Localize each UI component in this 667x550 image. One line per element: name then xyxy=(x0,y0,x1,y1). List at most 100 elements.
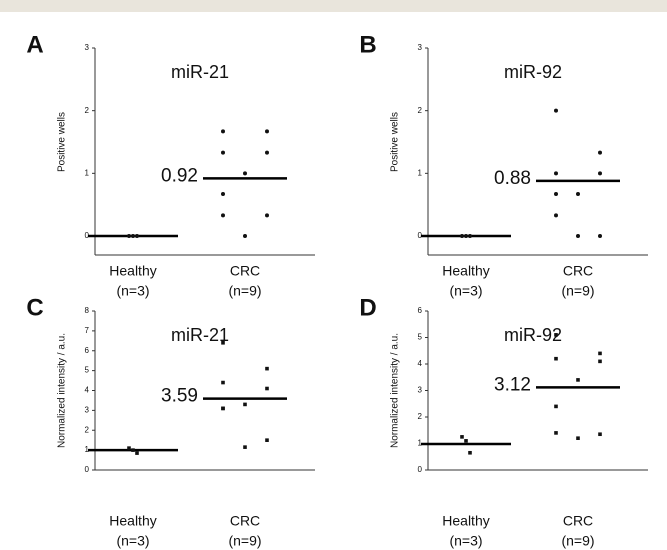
data-point xyxy=(598,234,602,238)
data-point xyxy=(598,171,602,176)
data-point xyxy=(468,450,472,455)
data-point xyxy=(221,213,225,218)
data-point xyxy=(576,234,580,238)
y-tick-label: 3 xyxy=(85,405,90,414)
x-tick-label: Healthy xyxy=(109,263,156,279)
x-tick-note: (n=3) xyxy=(449,533,482,549)
x-tick-note: (n=3) xyxy=(116,283,149,299)
x-tick-note: (n=3) xyxy=(449,283,482,299)
y-tick-label: 6 xyxy=(418,306,423,315)
panel-letter: D xyxy=(359,294,376,321)
y-tick-label: 2 xyxy=(85,425,90,434)
data-point xyxy=(131,234,135,238)
y-axis-label: Positive wells xyxy=(390,112,401,172)
y-axis-label: Positive wells xyxy=(57,112,68,172)
y-tick-label: 1 xyxy=(418,439,423,448)
data-point xyxy=(554,431,558,435)
panel-letter: A xyxy=(26,31,43,58)
chart-title: miR-21 xyxy=(171,325,229,345)
y-tick-label: 8 xyxy=(85,306,90,315)
data-point xyxy=(243,171,247,176)
chart-title: miR-21 xyxy=(171,62,229,82)
x-tick-note: (n=9) xyxy=(228,283,261,299)
panel-letter: B xyxy=(359,31,376,58)
chart-title: miR-92 xyxy=(504,325,562,345)
data-point xyxy=(135,234,139,238)
data-point xyxy=(221,150,225,155)
y-tick-label: 2 xyxy=(418,106,423,115)
chart-title: miR-92 xyxy=(504,62,562,82)
data-point xyxy=(221,380,225,385)
y-axis-label: Normalized intensity / a.u. xyxy=(57,333,68,448)
y-axis-label: Normalized intensity / a.u. xyxy=(390,333,401,448)
data-point xyxy=(598,359,602,364)
x-tick-label: Healthy xyxy=(109,513,156,529)
mean-label: 0.92 xyxy=(161,165,198,186)
data-point xyxy=(243,234,247,238)
data-point xyxy=(265,150,269,155)
data-point xyxy=(265,129,269,134)
y-tick-label: 5 xyxy=(418,333,423,342)
data-point xyxy=(554,404,558,409)
data-point xyxy=(243,402,247,407)
data-point xyxy=(554,108,558,113)
data-point xyxy=(460,435,464,439)
data-point xyxy=(131,448,135,452)
x-tick-label: CRC xyxy=(563,513,593,529)
x-tick-label: CRC xyxy=(563,263,593,279)
y-tick-label: 0 xyxy=(85,465,90,474)
data-point xyxy=(135,451,139,455)
data-point xyxy=(468,234,472,238)
data-point xyxy=(265,213,269,218)
x-tick-label: CRC xyxy=(230,263,260,279)
y-tick-label: 1 xyxy=(85,445,90,454)
y-tick-label: 1 xyxy=(85,168,90,177)
x-tick-note: (n=9) xyxy=(228,533,261,549)
data-point xyxy=(464,234,468,238)
data-point xyxy=(554,333,558,337)
y-tick-label: 0 xyxy=(418,231,423,240)
data-point xyxy=(243,445,247,449)
data-point xyxy=(221,341,225,345)
mean-label: 0.88 xyxy=(494,168,531,189)
data-point xyxy=(554,171,558,176)
y-tick-label: 3 xyxy=(418,386,423,395)
data-point xyxy=(265,366,269,371)
data-point xyxy=(265,438,269,442)
y-tick-label: 4 xyxy=(85,386,90,395)
x-tick-note: (n=9) xyxy=(561,533,594,549)
data-point xyxy=(576,192,580,197)
y-tick-label: 7 xyxy=(85,326,90,335)
mean-label: 3.59 xyxy=(161,386,198,407)
y-tick-label: 1 xyxy=(418,168,423,177)
data-point xyxy=(598,432,602,437)
y-tick-label: 2 xyxy=(85,106,90,115)
data-point xyxy=(598,150,602,155)
x-tick-note: (n=9) xyxy=(561,283,594,299)
data-point xyxy=(576,436,580,440)
data-point xyxy=(554,192,558,197)
y-tick-label: 3 xyxy=(85,43,90,52)
data-point xyxy=(221,129,225,134)
data-point xyxy=(127,234,131,238)
y-tick-label: 3 xyxy=(418,43,423,52)
panel-letter: C xyxy=(26,294,43,321)
y-tick-label: 4 xyxy=(418,359,423,368)
data-point xyxy=(598,351,602,356)
data-point xyxy=(464,439,468,443)
data-point xyxy=(460,234,464,238)
y-tick-label: 2 xyxy=(418,412,423,421)
x-tick-label: Healthy xyxy=(442,513,489,529)
y-tick-label: 5 xyxy=(85,366,90,375)
top-band xyxy=(0,0,667,12)
data-point xyxy=(265,386,269,391)
data-point xyxy=(127,446,131,450)
data-point xyxy=(221,406,225,411)
y-tick-label: 0 xyxy=(418,465,423,474)
x-tick-note: (n=3) xyxy=(116,533,149,549)
x-tick-label: CRC xyxy=(230,513,260,529)
data-point xyxy=(576,378,580,382)
data-point xyxy=(221,192,225,197)
x-tick-label: Healthy xyxy=(442,263,489,279)
